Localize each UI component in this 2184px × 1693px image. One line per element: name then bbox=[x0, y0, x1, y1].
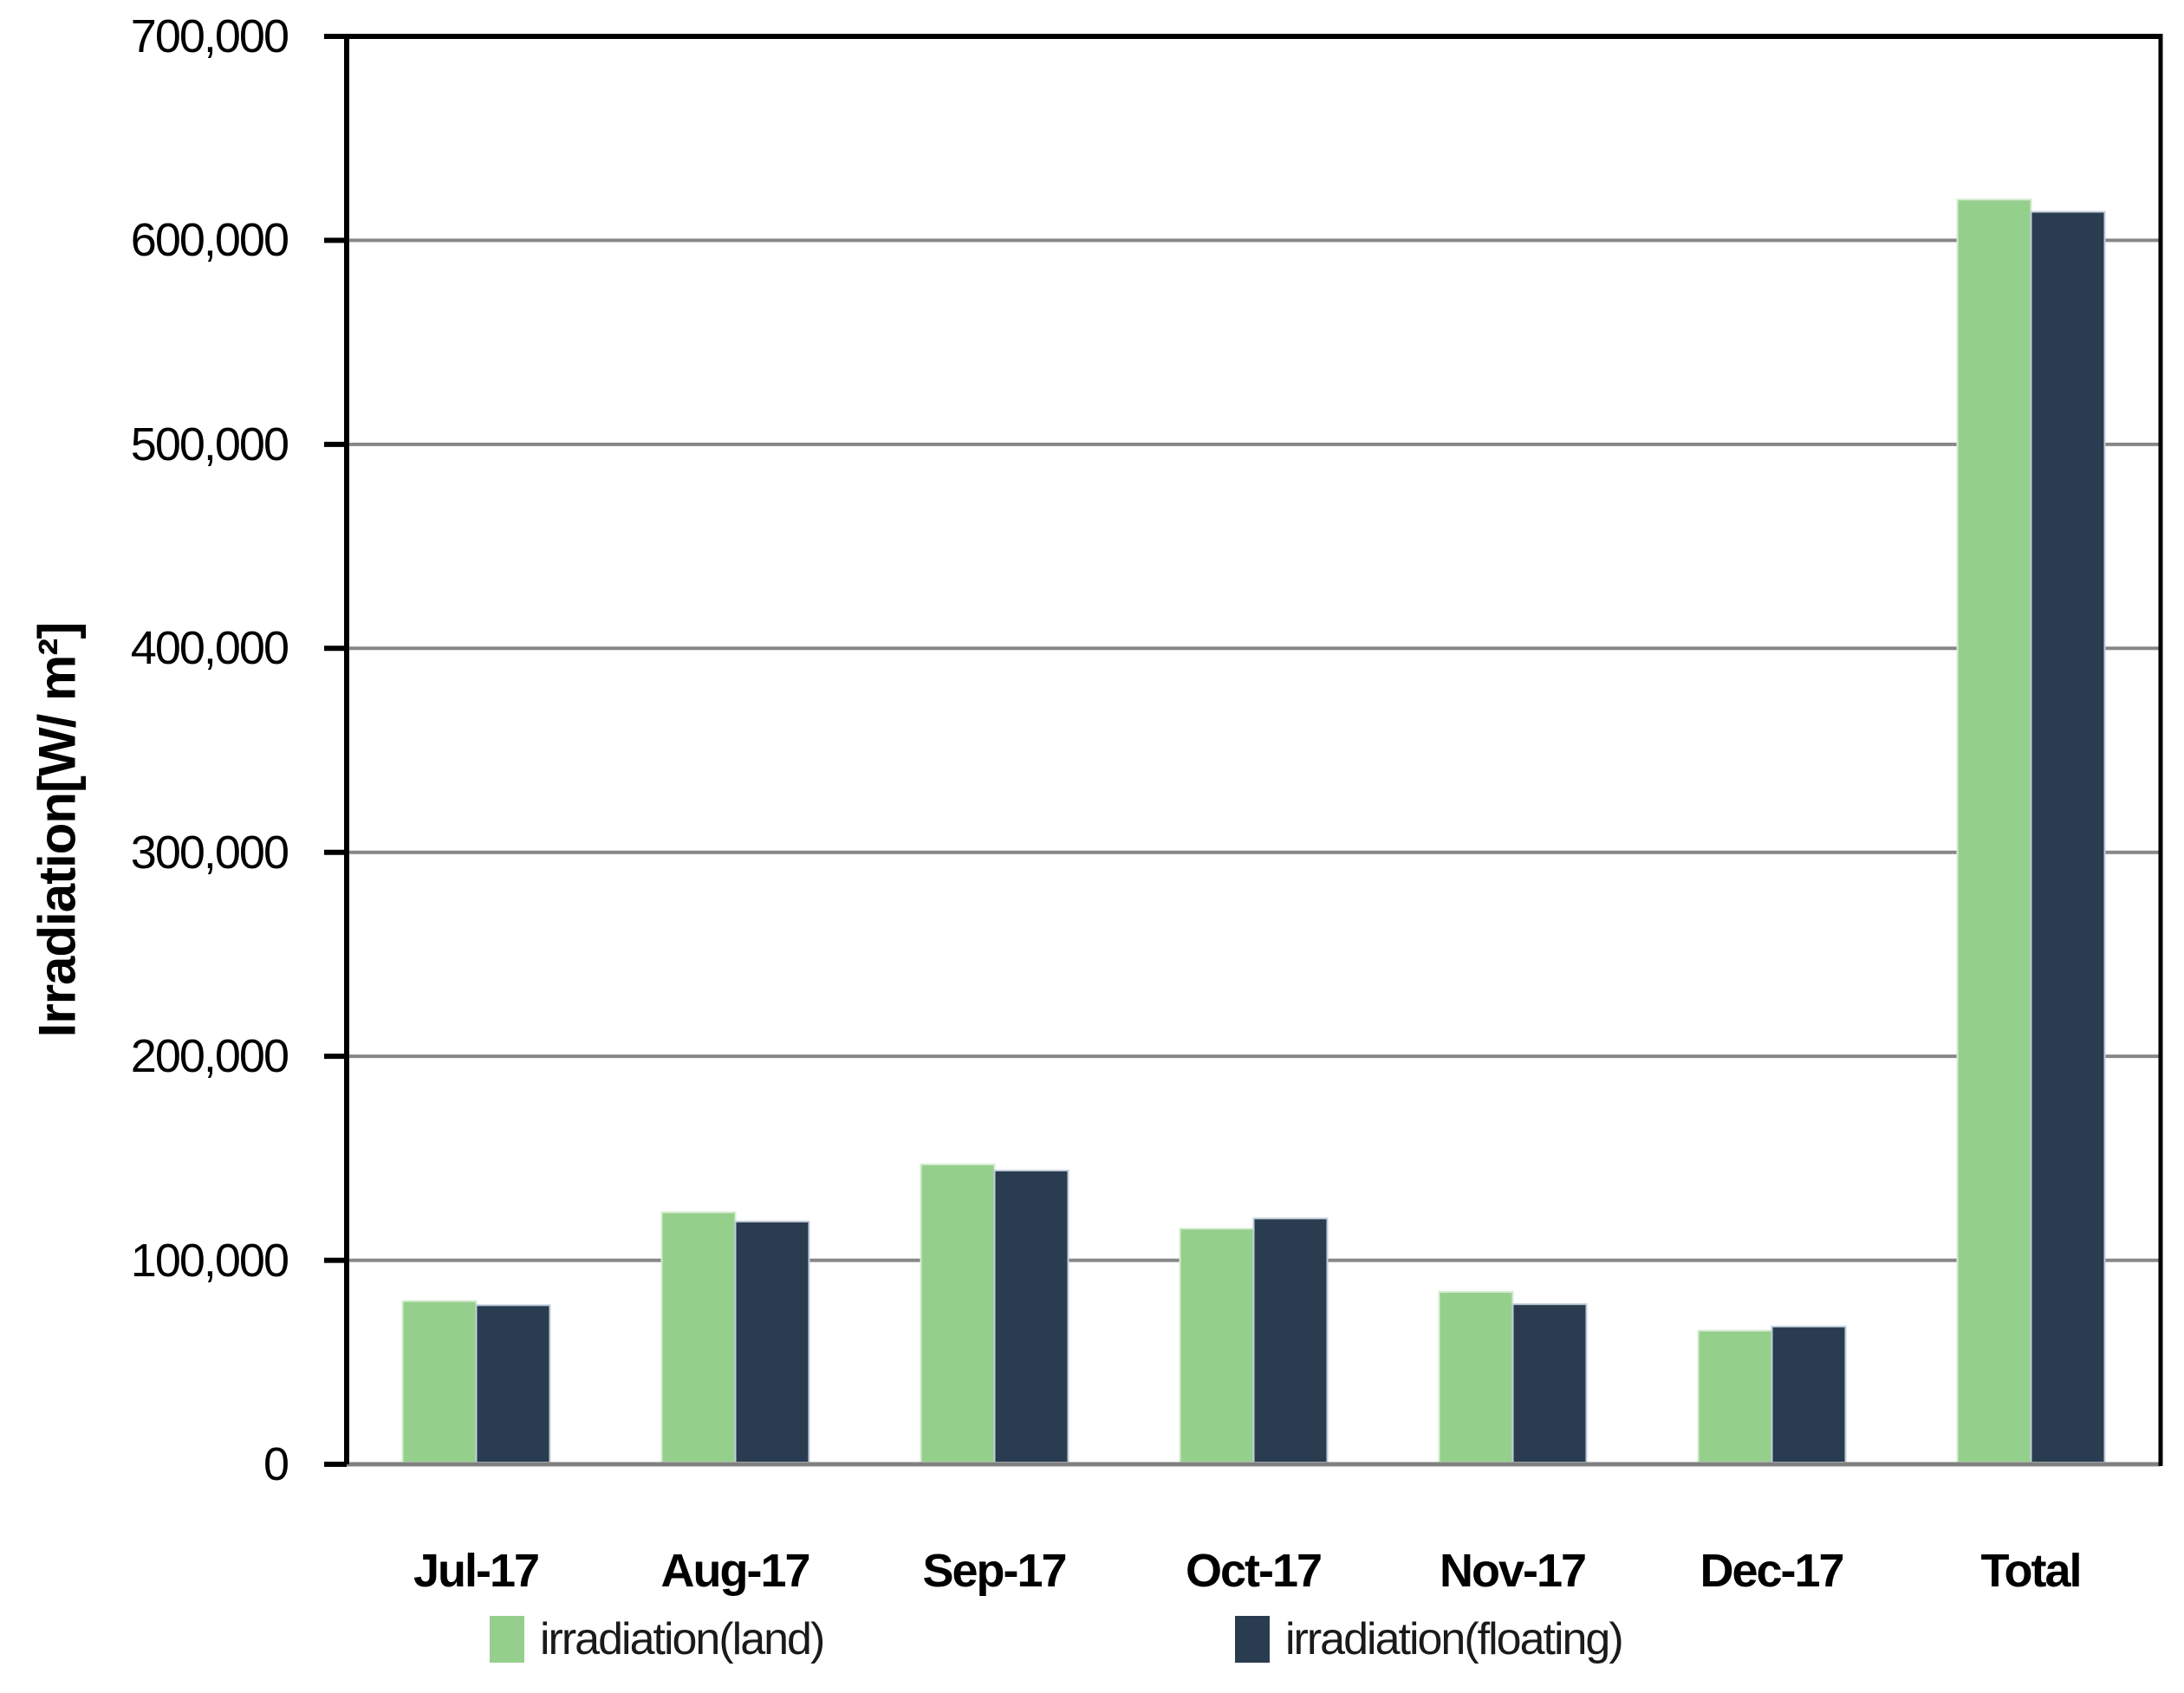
legend-entry-land: irradiation(land) bbox=[490, 1613, 825, 1665]
bar-land-Sep-17 bbox=[920, 1163, 996, 1464]
x-tick-label-aug-17: Aug-17 bbox=[660, 1545, 810, 1597]
y-tick-label-500000: 500,000 bbox=[130, 418, 289, 470]
legend-swatch-land-icon bbox=[490, 1616, 524, 1663]
bar-floating-Oct-17 bbox=[1252, 1217, 1329, 1464]
y-tick-label-0: 0 bbox=[263, 1438, 289, 1490]
bar-floating-Nov-17 bbox=[1511, 1303, 1588, 1464]
y-tick-label-300000: 300,000 bbox=[130, 827, 289, 879]
x-tick-label-nov-17: Nov-17 bbox=[1439, 1545, 1587, 1597]
legend-entry-floating: irradiation(floating) bbox=[1235, 1613, 1624, 1665]
y-tick-label-600000: 600,000 bbox=[130, 214, 289, 266]
bar-land-Total bbox=[1956, 198, 2032, 1463]
bar-floating-Aug-17 bbox=[734, 1220, 810, 1463]
y-tick-label-100000: 100,000 bbox=[130, 1235, 289, 1287]
x-tick-label-jul-17: Jul-17 bbox=[413, 1545, 540, 1597]
x-tick-label-dec-17: Dec-17 bbox=[1700, 1545, 1844, 1597]
legend-label-land: irradiation(land) bbox=[540, 1614, 825, 1664]
y-tick-label-200000: 200,000 bbox=[130, 1030, 289, 1082]
bar-floating-Sep-17 bbox=[993, 1169, 1069, 1464]
bar-land-Jul-17 bbox=[401, 1300, 478, 1463]
legend-label-floating: irradiation(floating) bbox=[1285, 1614, 1624, 1664]
y-tick-label-700000: 700,000 bbox=[130, 10, 289, 62]
bar-land-Dec-17 bbox=[1697, 1329, 1773, 1464]
y-axis-title: Irradiation[W/ m²] bbox=[28, 622, 87, 1038]
bar-floating-Jul-17 bbox=[475, 1304, 551, 1464]
bar-floating-Dec-17 bbox=[1771, 1326, 1847, 1463]
bar-land-Nov-17 bbox=[1438, 1291, 1514, 1464]
legend-swatch-floating-icon bbox=[1235, 1616, 1270, 1663]
x-tick-label-total: Total bbox=[1980, 1545, 2083, 1597]
bar-land-Aug-17 bbox=[660, 1211, 737, 1463]
y-tick-label-400000: 400,000 bbox=[130, 622, 289, 674]
x-tick-label-sep-17: Sep-17 bbox=[922, 1545, 1067, 1597]
x-tick-label-oct-17: Oct-17 bbox=[1185, 1545, 1323, 1597]
bar-land-Oct-17 bbox=[1179, 1228, 1255, 1463]
bar-floating-Total bbox=[2030, 211, 2106, 1463]
